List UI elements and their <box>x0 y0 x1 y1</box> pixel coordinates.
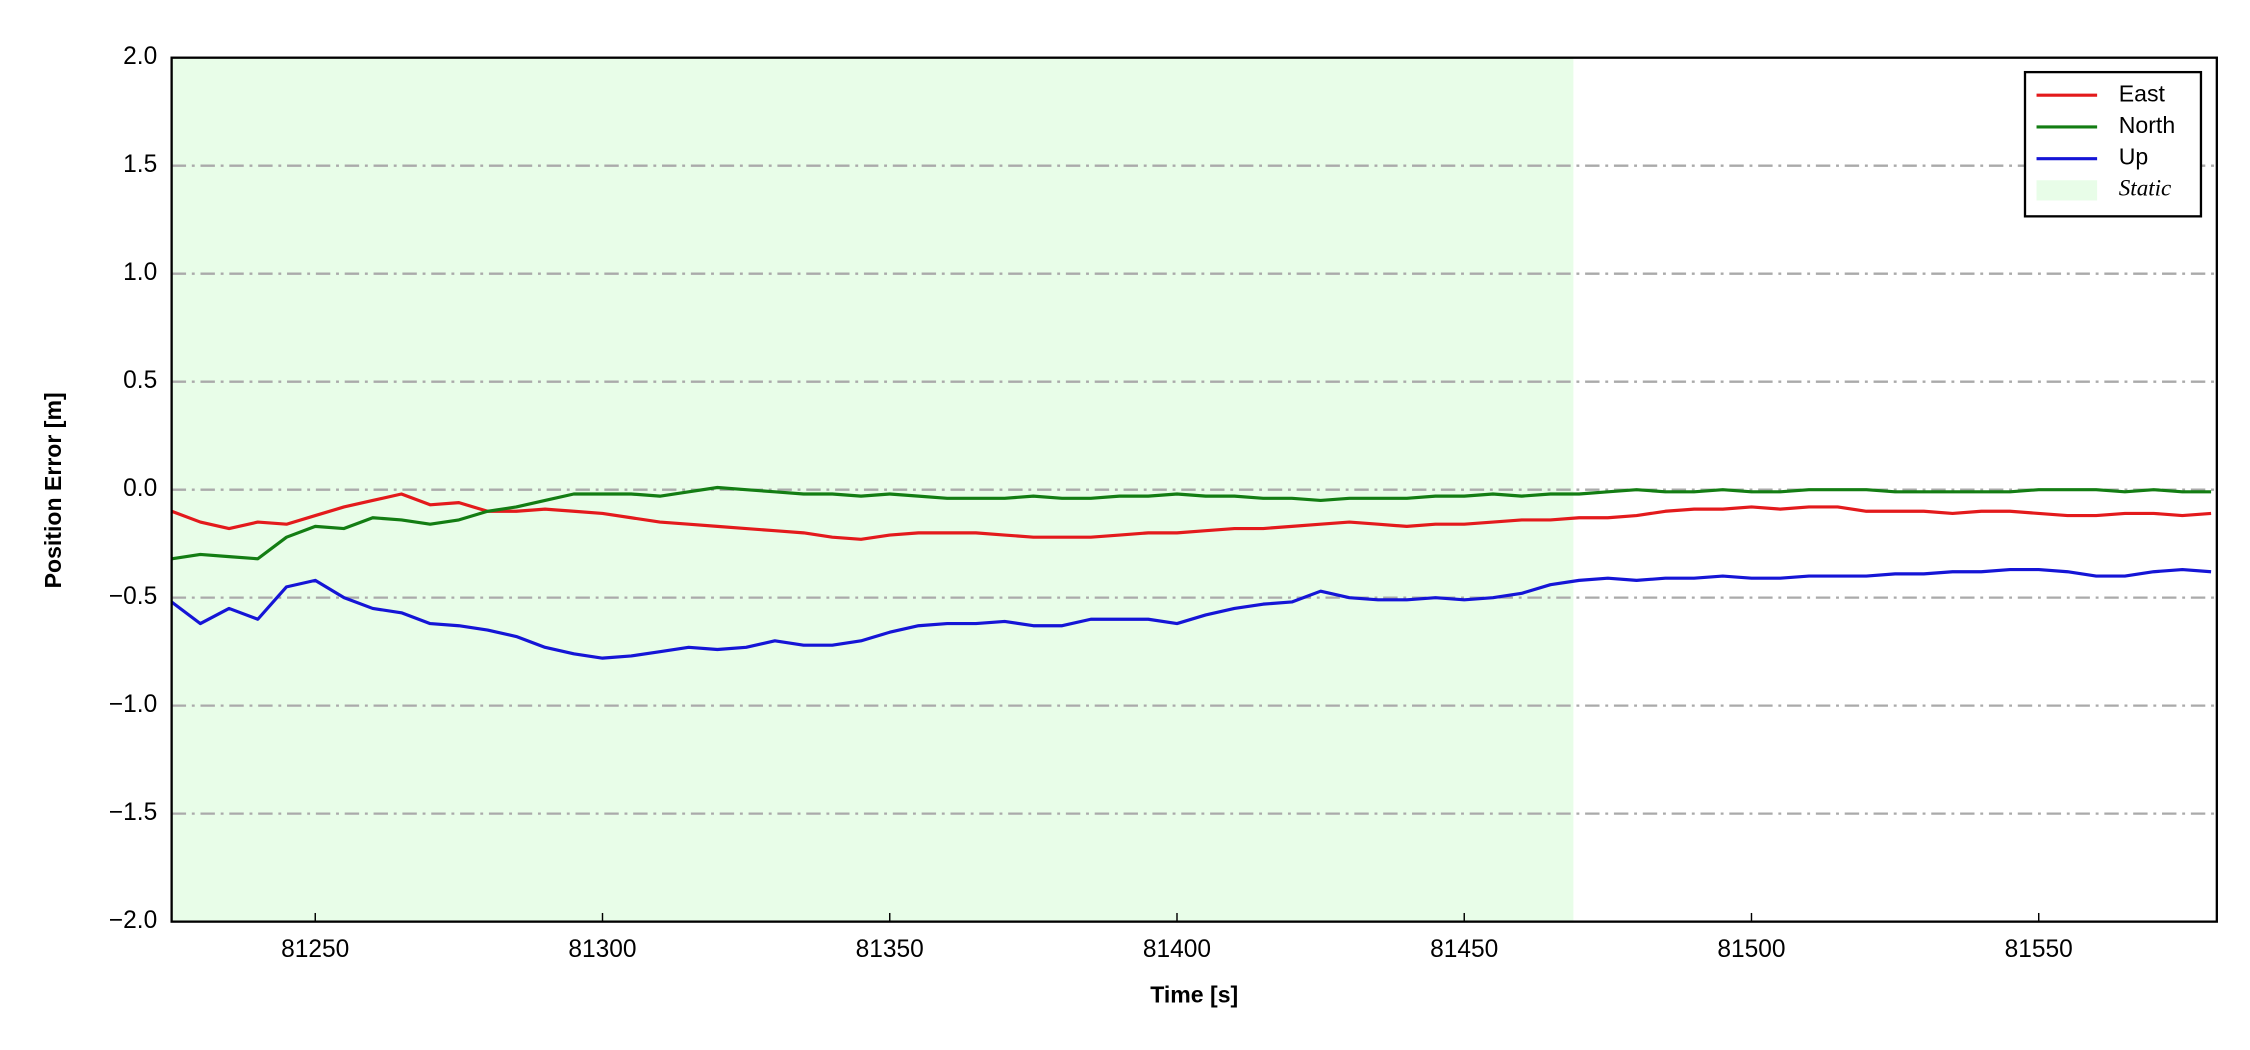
x-tick-label: 81350 <box>856 936 924 963</box>
y-tick-label: 2.0 <box>123 43 157 70</box>
x-axis-title: Time [s] <box>1150 982 1238 1008</box>
legend-label: North <box>2119 112 2175 138</box>
y-tick-label: 1.0 <box>123 259 157 286</box>
y-tick-label: 0.0 <box>123 475 157 502</box>
y-tick-label: 1.5 <box>123 151 157 178</box>
y-tick-label: 0.5 <box>123 367 157 394</box>
y-tick-label: −1.0 <box>109 691 157 718</box>
x-tick-label: 81500 <box>1717 936 1785 963</box>
y-axis-title: Position Error [m] <box>40 392 66 588</box>
legend-label: Static <box>2119 175 2172 201</box>
x-tick-label: 81450 <box>1430 936 1498 963</box>
x-tick-label: 81550 <box>2005 936 2073 963</box>
legend-swatch <box>2036 180 2098 201</box>
x-tick-label: 81300 <box>568 936 636 963</box>
legend-label: Up <box>2119 144 2148 170</box>
y-tick-label: −0.5 <box>109 583 157 610</box>
plot-frame <box>170 56 2218 923</box>
x-tick-label: 81400 <box>1143 936 1211 963</box>
y-tick-label: −1.5 <box>109 799 157 826</box>
series-line <box>171 485 2212 561</box>
series-line <box>171 492 2212 541</box>
y-tick-label: −2.0 <box>109 907 157 934</box>
series-line <box>170 567 2212 660</box>
legend-label: East <box>2119 80 2166 106</box>
x-tick-label: 81250 <box>281 936 349 963</box>
